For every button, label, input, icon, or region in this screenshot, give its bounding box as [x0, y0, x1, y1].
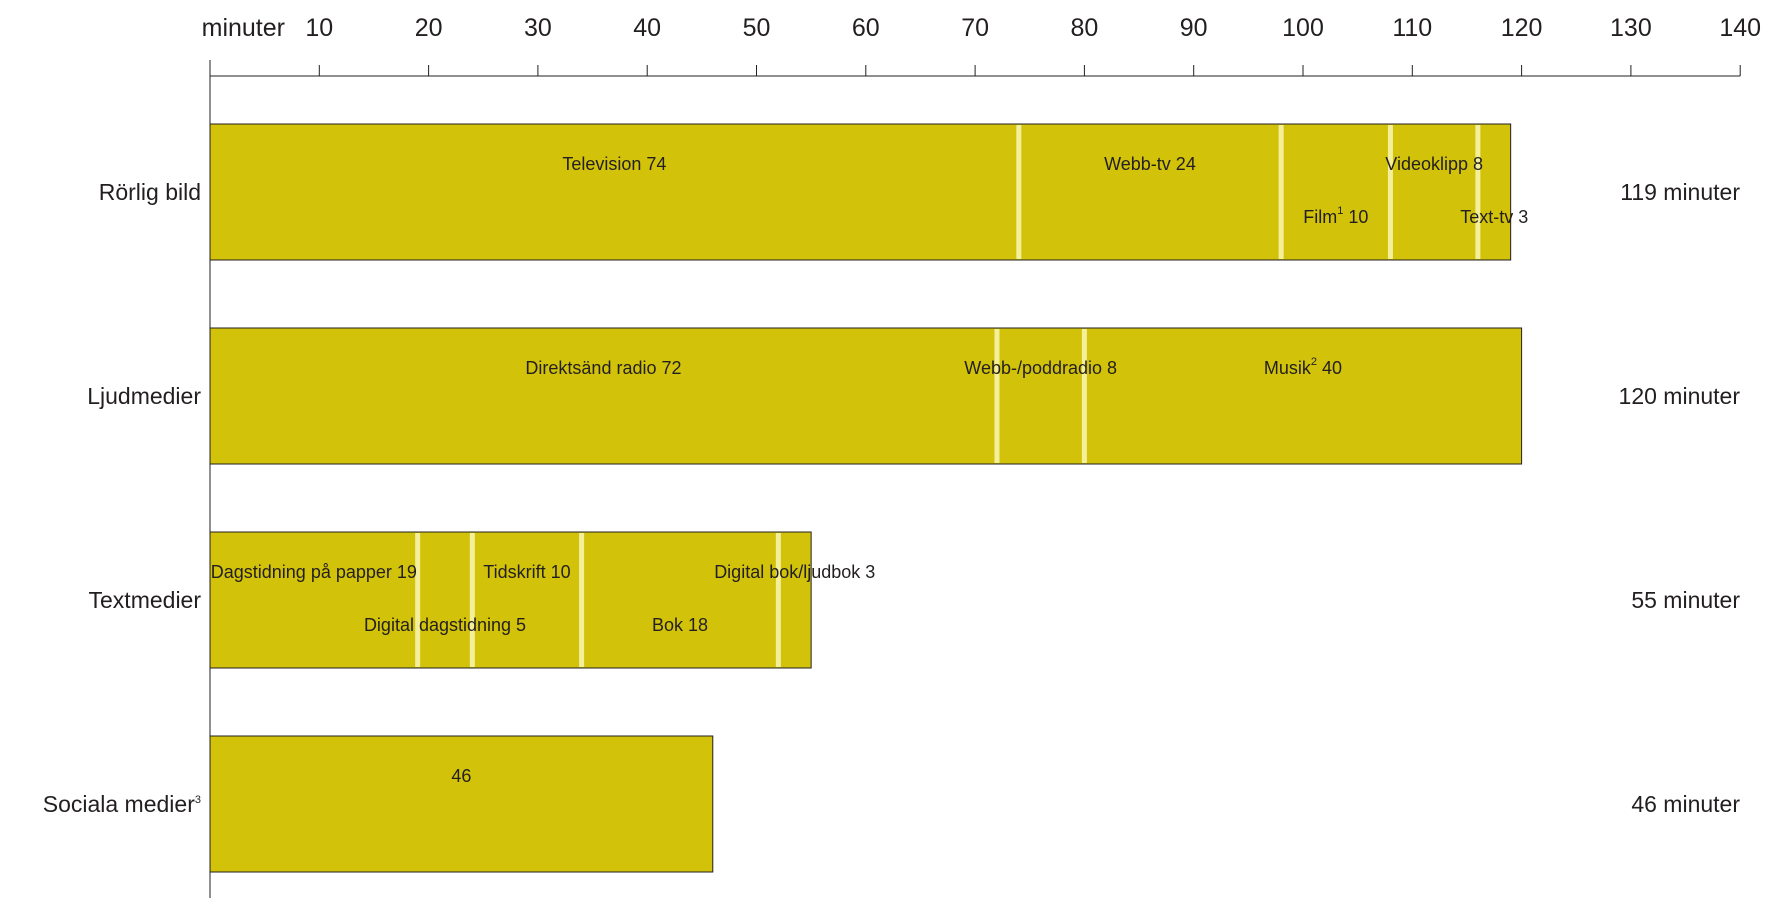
total-label: 46 minuter	[1631, 791, 1740, 817]
segment-label-text: Direktsänd radio 72	[525, 358, 681, 378]
segment-label: Webb-tv 24	[1104, 154, 1196, 174]
segment-label: Digital bok/ljudbok 3	[714, 562, 875, 582]
segment-separator	[1016, 125, 1022, 259]
segment-label-text: Film	[1303, 207, 1337, 227]
segment-label: Digital dagstidning 5	[364, 615, 526, 635]
x-tick-label: 20	[415, 14, 443, 42]
segment-label: Musik2 40	[1264, 356, 1342, 378]
segment-label-text: Bok 18	[652, 615, 708, 635]
x-tick-label: 60	[852, 14, 880, 42]
total-label: 120 minuter	[1619, 383, 1741, 409]
segment-separator	[579, 533, 585, 667]
bar-3	[209, 735, 714, 873]
segment-label: Film1 10	[1303, 205, 1368, 227]
segment-label-text: Videoklipp 8	[1385, 154, 1483, 174]
labels: Television 74 Webb-tv 24 Film1 10 Videoklip…	[43, 154, 1741, 817]
segment-separator	[1387, 125, 1393, 259]
category-label-text: Textmedier	[89, 587, 202, 613]
category-label: Ljudmedier	[87, 383, 201, 409]
category-label: Sociala medier3	[43, 791, 201, 817]
category-label-text: Rörlig bild	[99, 179, 201, 205]
x-tick-label: 120	[1501, 14, 1543, 42]
segment-label-text: Webb-tv 24	[1104, 154, 1196, 174]
x-axis-unit-label: minuter	[202, 14, 285, 42]
segment-label-text: Dagstidning på papper 19	[211, 562, 417, 582]
x-tick-label: 10	[305, 14, 333, 42]
total-label: 119 minuter	[1620, 179, 1740, 205]
x-tick-label: 110	[1392, 14, 1432, 42]
category-label: Textmedier	[89, 587, 202, 613]
segment-label: Text-tv 3	[1460, 207, 1528, 227]
x-tick-label: 140	[1719, 14, 1761, 42]
segment-label-text: Webb-/poddradio 8	[964, 358, 1117, 378]
segment-label-text: Text-tv 3	[1460, 207, 1528, 227]
segment-separator	[415, 533, 421, 667]
x-tick-label: 90	[1180, 14, 1208, 42]
segment-label: 46	[451, 766, 471, 786]
total-label: 55 minuter	[1631, 587, 1740, 613]
segment-label-text: 46	[451, 766, 471, 786]
x-tick-label: 130	[1610, 14, 1652, 42]
x-tick-label: 50	[743, 14, 771, 42]
segment-label-footnote-marker: 2	[1311, 356, 1317, 368]
segment-separator	[469, 533, 475, 667]
segment-label: Bok 18	[652, 615, 708, 635]
segment-separator	[994, 329, 1000, 463]
category-label-text: Sociala medier	[43, 791, 195, 817]
x-tick-label: 80	[1070, 14, 1098, 42]
segment-label: Tidskrift 10	[483, 562, 570, 582]
x-tick-label: 100	[1282, 14, 1324, 42]
x-tick-label: 40	[633, 14, 661, 42]
segment-label-text: Tidskrift 10	[483, 562, 570, 582]
category-label-text: Ljudmedier	[87, 383, 201, 409]
segment-separator	[1475, 125, 1481, 259]
x-tick-label: 30	[524, 14, 552, 42]
bar-0	[209, 123, 1512, 261]
segment-label-text: Musik	[1264, 358, 1312, 378]
segment-label: Webb-/poddradio 8	[964, 358, 1117, 378]
segment-label: Direktsänd radio 72	[525, 358, 681, 378]
segment-label-footnote-marker: 1	[1337, 205, 1343, 217]
bars	[209, 123, 1523, 873]
x-tick-label: 70	[961, 14, 989, 42]
bar-1	[209, 327, 1523, 465]
segment-separator	[1081, 329, 1087, 463]
segment-label-text: Digital dagstidning 5	[364, 615, 526, 635]
segment-label-text: Television 74	[562, 154, 666, 174]
segment-label: Dagstidning på papper 19	[211, 562, 417, 582]
segment-label-value: 40	[1317, 358, 1342, 378]
segment-label: Television 74	[562, 154, 666, 174]
category-label-footnote-marker: 3	[195, 794, 201, 806]
x-axis: minuter 10 20 30 40 50 60 70 80 90 100 110 120 130 14…	[202, 14, 1761, 898]
category-label: Rörlig bild	[99, 179, 201, 205]
segment-separator	[1278, 125, 1284, 259]
segment-label: Videoklipp 8	[1385, 154, 1483, 174]
segment-separator	[775, 533, 781, 667]
bar-2	[209, 531, 812, 669]
segment-label-text: Digital bok/ljudbok 3	[714, 562, 875, 582]
segment-label-value: 10	[1343, 207, 1368, 227]
